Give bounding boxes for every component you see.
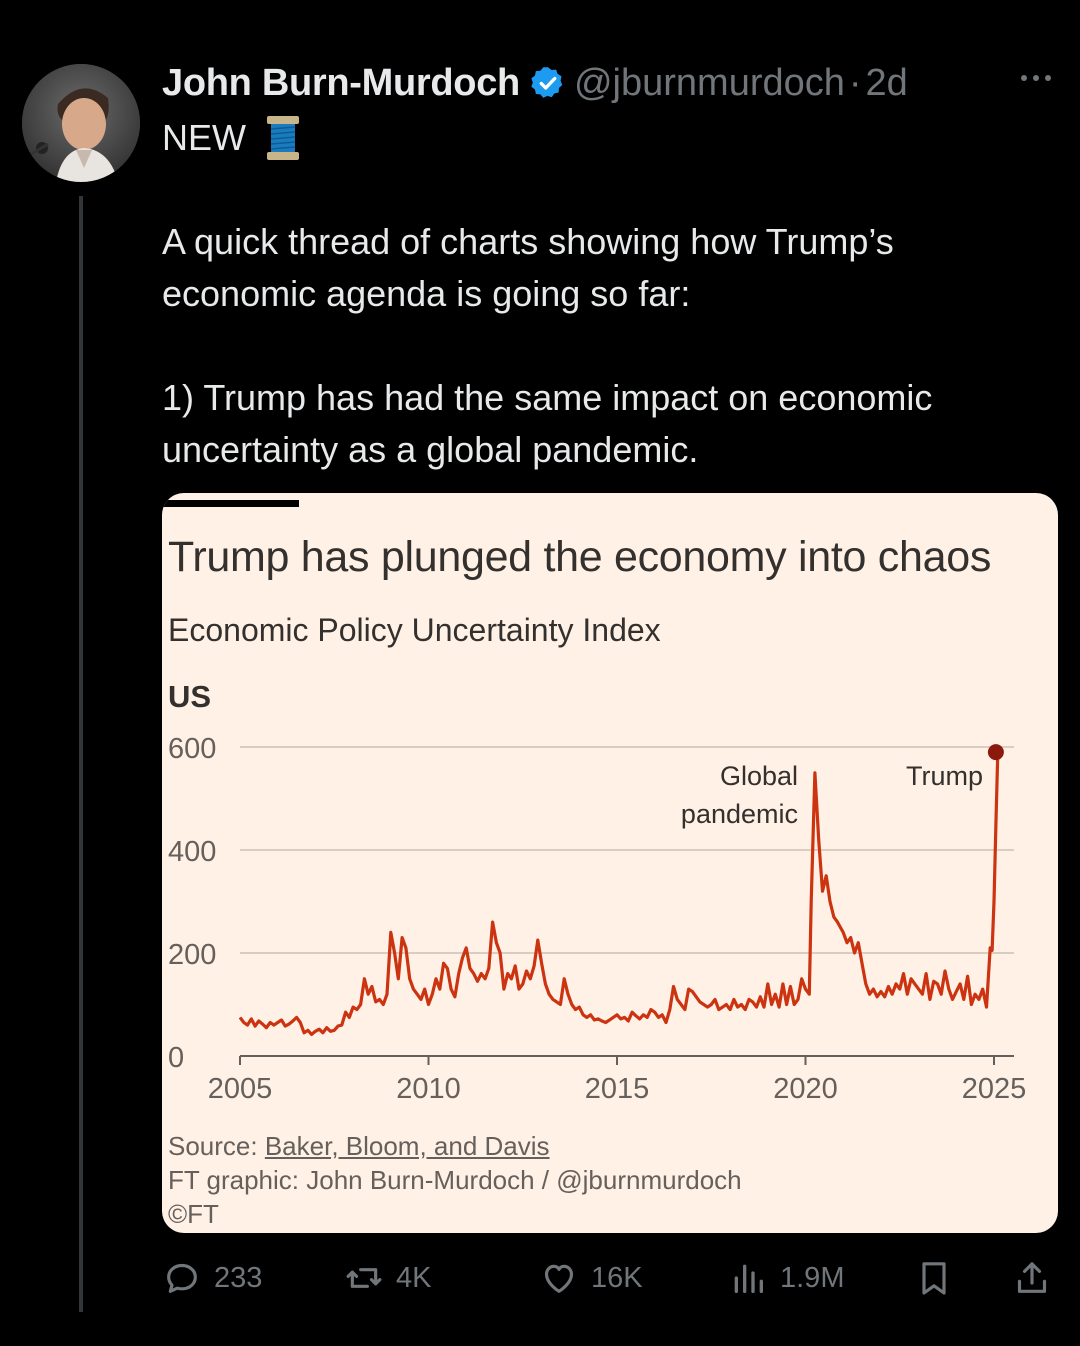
y-tick-label-200: 200	[168, 939, 216, 971]
tweet-body: NEW A quick thread of charts showing how…	[162, 112, 1042, 476]
tweet-line-new: NEW	[162, 117, 246, 158]
spool-of-thread-icon	[264, 114, 302, 162]
tweet-paragraph-1: A quick thread of charts showing how Tru…	[162, 221, 894, 314]
x-tick-label-2015: 2015	[585, 1073, 650, 1105]
reply-count: 233	[214, 1261, 263, 1294]
y-tick-label-0: 0	[168, 1042, 184, 1074]
annotation-trump: Trump	[906, 761, 983, 791]
y-tick-label-600: 600	[168, 733, 216, 765]
author-avatar[interactable]	[22, 64, 140, 182]
bookmark-button[interactable]	[914, 1256, 954, 1300]
series-line-us-epu	[238, 752, 1000, 1036]
reply-icon	[167, 1263, 197, 1293]
tweet-paragraph-2: 1) Trump has had the same impact on econ…	[162, 377, 933, 470]
annotation-global-pandemic-2: pandemic	[681, 799, 798, 829]
share-icon	[1017, 1262, 1047, 1293]
repost-icon	[346, 1268, 382, 1288]
thread-line	[79, 196, 83, 1312]
tweet-actions: 233 4K 16K 1.9M	[162, 1256, 1060, 1300]
verified-badge-icon	[530, 65, 566, 101]
chart-subtitle: Economic Policy Uncertainty Index	[168, 612, 661, 648]
source-link[interactable]: Baker, Bloom, and Davis	[264, 1131, 550, 1161]
chart-credit: FT graphic: John Burn-Murdoch / @jburnmu…	[168, 1165, 742, 1195]
annotation-global-pandemic-1: Global	[720, 761, 798, 791]
chart-image-card[interactable]: Trump has plunged the economy into chaos…	[162, 493, 1058, 1233]
epu-line-chart: 0 200 400 600 2005 2010 2015 2020 2025 Global pand…	[168, 733, 1027, 1105]
more-options-icon[interactable]	[1018, 66, 1054, 90]
repost-button[interactable]: 4K	[344, 1256, 431, 1300]
x-tick-label-2020: 2020	[773, 1073, 838, 1105]
tweet-header: John Burn-Murdoch @jburnmurdoch · 2d	[162, 58, 908, 108]
x-tick-label-2010: 2010	[396, 1073, 461, 1105]
author-name[interactable]: John Burn-Murdoch	[162, 61, 520, 104]
author-handle[interactable]: @jburnmurdoch	[573, 61, 845, 104]
repost-count: 4K	[396, 1261, 432, 1294]
views-button[interactable]: 1.9M	[728, 1256, 844, 1300]
heart-icon	[544, 1264, 574, 1293]
timestamp[interactable]: 2d	[865, 61, 908, 104]
views-count: 1.9M	[780, 1261, 845, 1294]
x-tick-label-2005: 2005	[208, 1073, 273, 1105]
chart-source: Source: Baker, Bloom, and Davis FT graph…	[168, 1129, 742, 1231]
chart-copyright: ©FT	[168, 1199, 219, 1229]
source-label: Source:	[168, 1131, 265, 1161]
views-bar-chart-icon	[734, 1264, 763, 1293]
ft-header-bar	[162, 500, 299, 507]
reply-button[interactable]: 233	[162, 1256, 262, 1300]
chart-title: Trump has plunged the economy into chaos	[168, 533, 992, 581]
chart-panel-label: US	[168, 679, 212, 714]
like-button[interactable]: 16K	[539, 1256, 643, 1300]
separator-dot: ·	[848, 61, 862, 104]
x-tick-label-2025: 2025	[962, 1073, 1027, 1105]
bookmark-icon	[922, 1262, 946, 1295]
like-count: 16K	[591, 1261, 643, 1294]
y-tick-label-400: 400	[168, 836, 216, 868]
share-button[interactable]	[1012, 1256, 1052, 1300]
series-endpoint-dot	[987, 744, 1004, 761]
avatar-photo	[22, 64, 140, 182]
